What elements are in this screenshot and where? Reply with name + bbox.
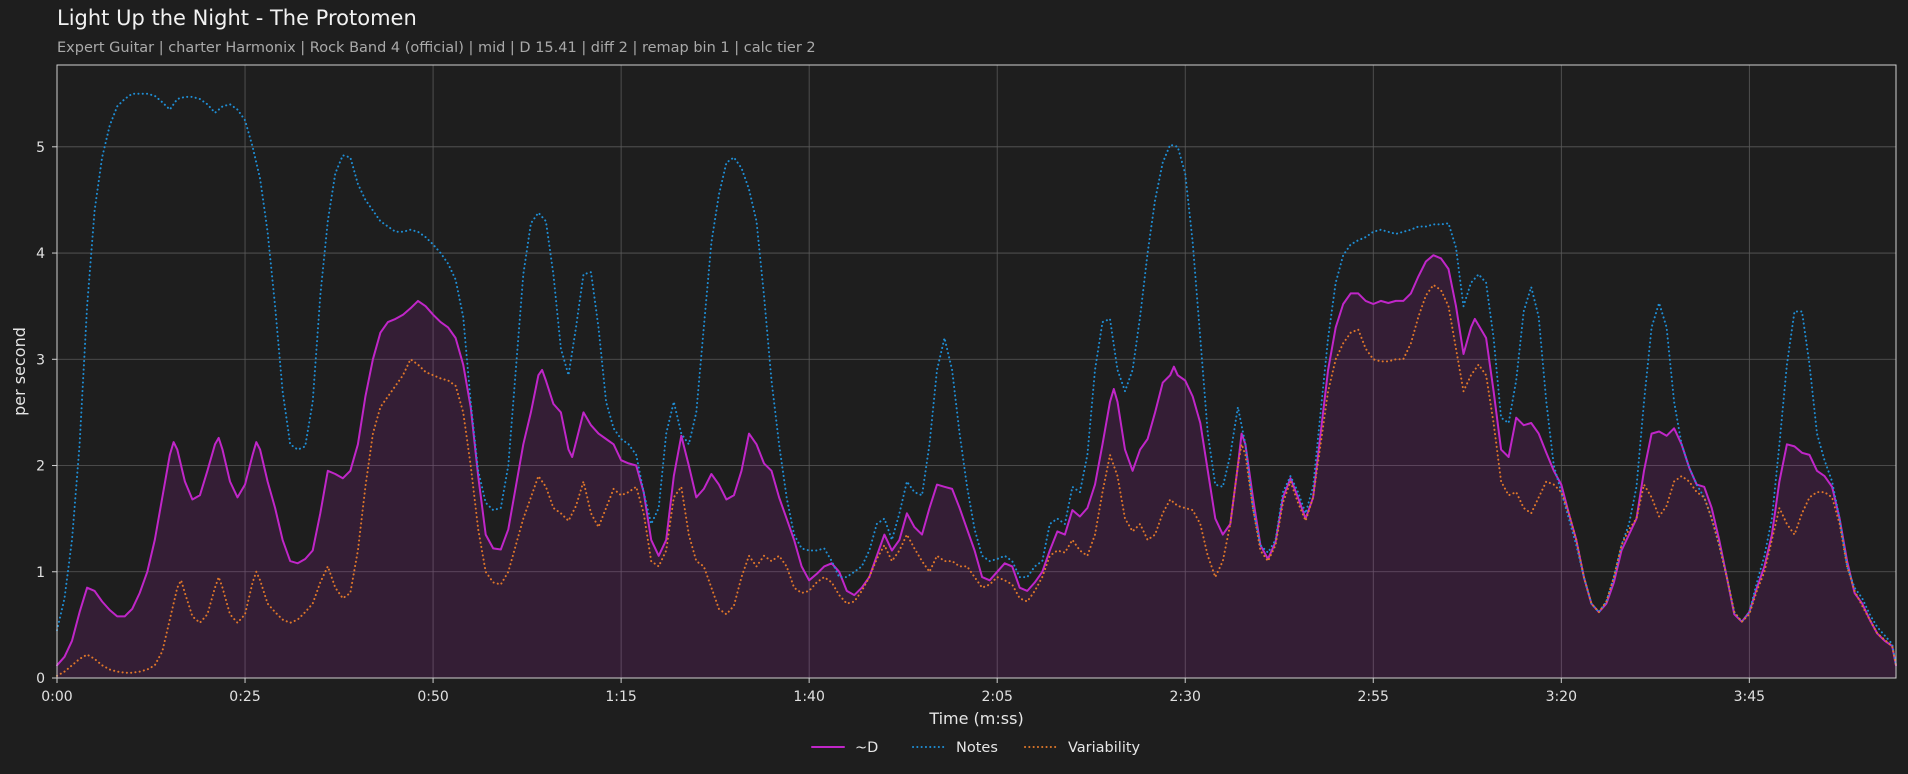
y-tick-label: 1	[36, 565, 45, 581]
x-axis: 0:00 0:25 0:50 1:15 1:40 2:05 2:30 2:55 3:20 3:45	[41, 678, 1765, 705]
x-tick-label: 3:45	[1734, 689, 1765, 705]
legend-label: ~D	[855, 740, 878, 756]
x-tick-label: 0:00	[41, 689, 72, 705]
legend: ~D Notes Variability	[811, 740, 1141, 756]
x-tick-label: 0:50	[417, 689, 448, 705]
chart-subtitle: Expert Guitar | charter Harmonix | Rock …	[57, 40, 816, 56]
x-tick-label: 3:20	[1546, 689, 1577, 705]
x-tick-label: 1:40	[793, 689, 824, 705]
chart-title: Light Up the Night - The Protomen	[57, 6, 417, 30]
y-tick-label: 0	[36, 671, 45, 687]
series-fills	[57, 255, 1896, 678]
y-tick-label: 3	[36, 352, 45, 368]
series-line	[56, 283, 1897, 677]
x-tick-label: 2:55	[1358, 689, 1389, 705]
x-axis-label: Time (m:ss)	[928, 709, 1023, 728]
y-tick-label: 2	[36, 459, 45, 475]
plot-frame	[56, 64, 1897, 679]
legend-label: Notes	[956, 740, 998, 756]
x-tick-label: 2:05	[981, 689, 1012, 705]
legend-label: Variability	[1068, 740, 1141, 756]
series-lines	[56, 92, 1897, 677]
series-area-fill	[57, 255, 1896, 678]
y-tick-label: 4	[36, 246, 45, 262]
x-tick-label: 1:15	[605, 689, 636, 705]
x-tick-label: 0:25	[229, 689, 260, 705]
y-tick-label: 5	[36, 140, 45, 156]
y-axis-label: per second	[10, 327, 29, 416]
x-tick-label: 2:30	[1169, 689, 1200, 705]
y-axis: 0 1 2 3 4 5	[36, 140, 57, 687]
